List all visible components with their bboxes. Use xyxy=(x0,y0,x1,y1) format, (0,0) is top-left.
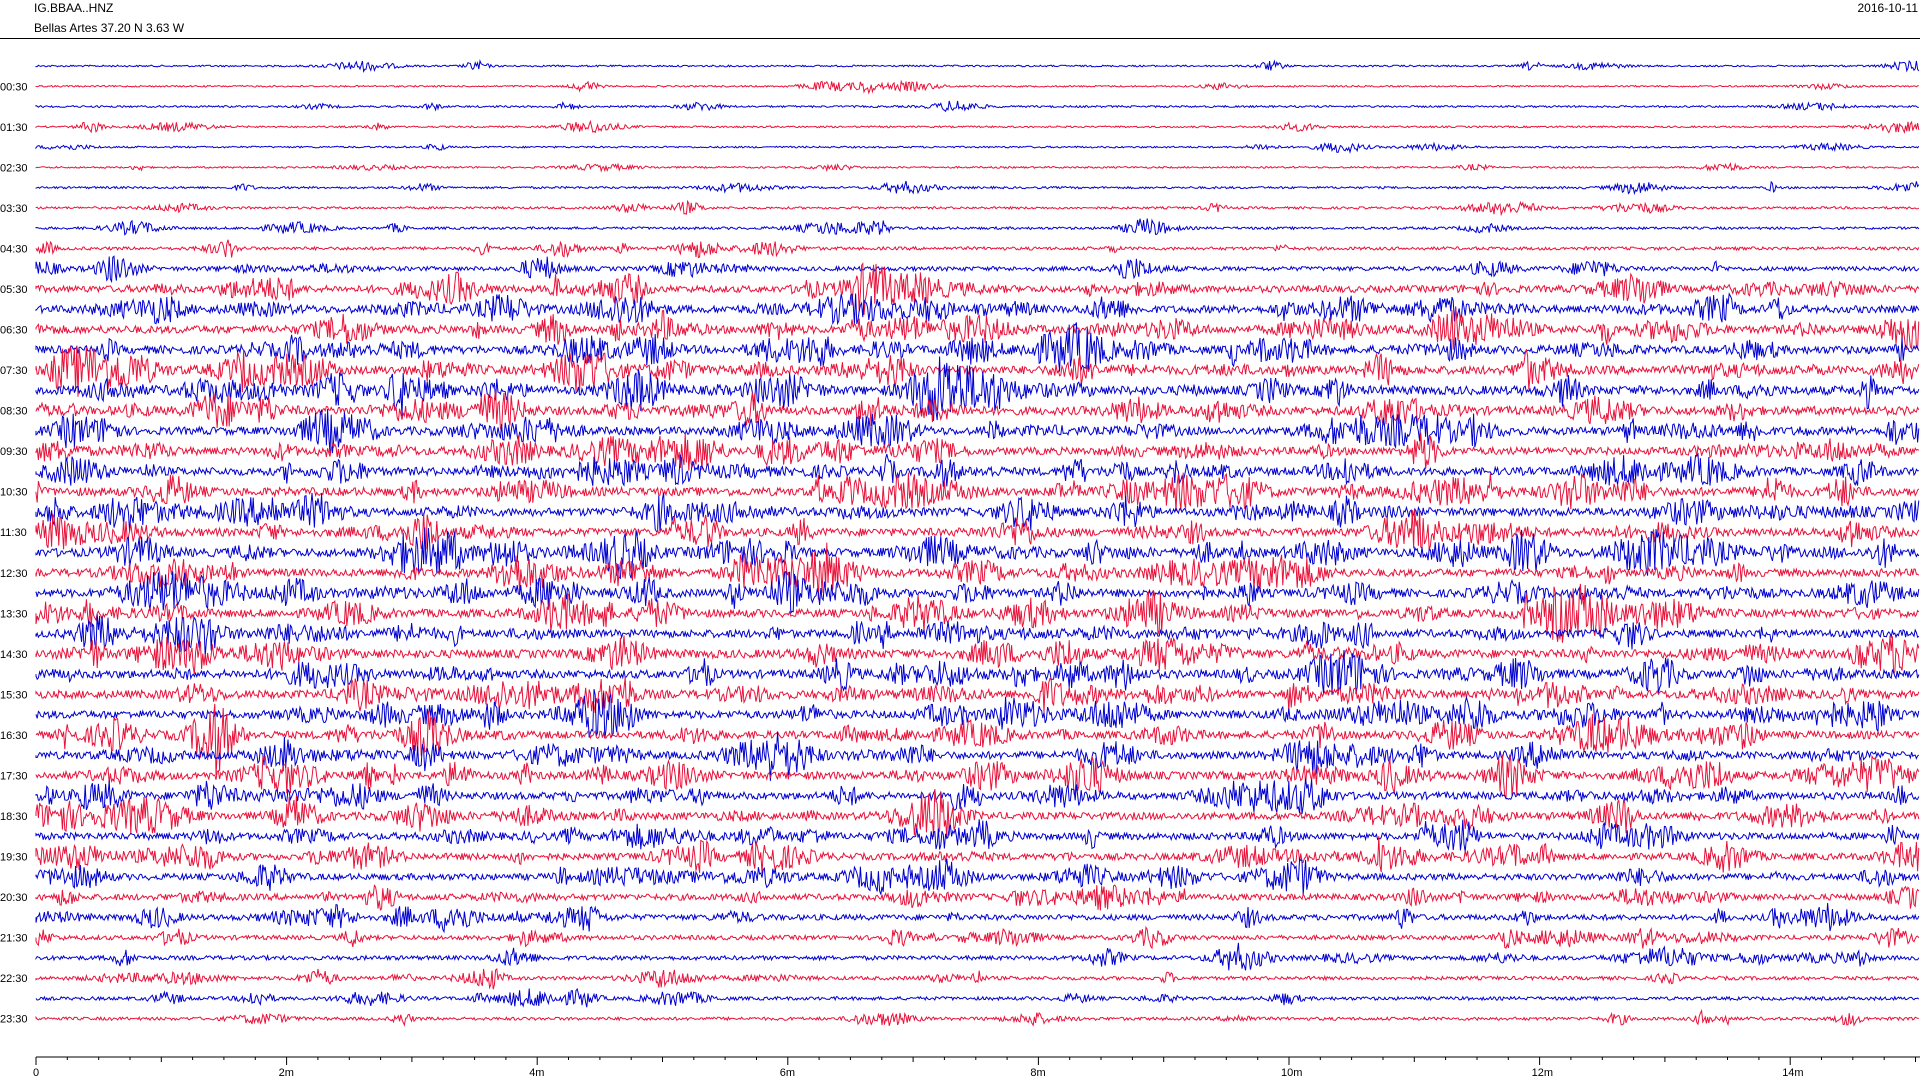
row-label: 13:30 xyxy=(0,608,28,620)
x-tick-label: 10m xyxy=(1281,1067,1302,1079)
trace-5 xyxy=(35,162,1920,173)
trace-12 xyxy=(35,292,1920,326)
trace-0 xyxy=(35,59,1920,74)
row-label: 14:30 xyxy=(0,649,28,661)
trace-16 xyxy=(35,356,1920,421)
trace-35 xyxy=(35,754,1920,801)
row-label: 05:30 xyxy=(0,284,28,296)
x-tick-label: 8m xyxy=(1030,1067,1045,1079)
trace-21 xyxy=(35,472,1920,512)
row-label-layer: 00:30 01:30 02:30 03:30 04:30 05:30 06:30 07:30… xyxy=(0,81,28,1025)
row-label: 00:30 xyxy=(0,81,28,93)
trace-1 xyxy=(35,79,1919,95)
trace-18 xyxy=(35,408,1920,454)
trace-43 xyxy=(35,925,1920,950)
trace-45 xyxy=(35,968,1920,990)
row-label: 15:30 xyxy=(0,689,28,701)
trace-3 xyxy=(35,119,1920,135)
row-label: 11:30 xyxy=(0,527,27,539)
row-label: 08:30 xyxy=(0,406,28,418)
trace-14 xyxy=(35,322,1920,372)
trace-42 xyxy=(35,902,1920,934)
trace-47 xyxy=(35,1008,1919,1027)
record-date: 2016-10-11 xyxy=(1857,1,1919,15)
trace-41 xyxy=(35,884,1920,911)
trace-38 xyxy=(35,819,1920,852)
x-tick-label: 2m xyxy=(279,1067,294,1079)
row-label: 12:30 xyxy=(0,568,28,580)
row-label: 04:30 xyxy=(0,243,28,255)
x-tick-label: 4m xyxy=(529,1067,544,1079)
trace-37 xyxy=(35,789,1920,839)
x-tick-label: 0 xyxy=(33,1067,39,1079)
trace-6 xyxy=(35,180,1920,196)
trace-20 xyxy=(35,452,1919,487)
row-label: 09:30 xyxy=(0,446,28,458)
row-label: 07:30 xyxy=(0,365,28,377)
trace-7 xyxy=(35,199,1920,217)
row-label: 18:30 xyxy=(0,811,28,823)
trace-4 xyxy=(35,141,1920,155)
trace-8 xyxy=(35,218,1920,236)
trace-9 xyxy=(35,239,1920,259)
trace-30 xyxy=(35,649,1920,695)
header-rule xyxy=(0,38,1920,39)
x-tick-label: 6m xyxy=(780,1067,795,1079)
trace-33 xyxy=(35,703,1920,775)
trace-19 xyxy=(35,432,1920,471)
trace-36 xyxy=(35,778,1920,814)
row-label: 03:30 xyxy=(0,203,28,215)
trace-2 xyxy=(35,100,1919,113)
x-tick-label: 14m xyxy=(1782,1067,1803,1079)
row-label: 16:30 xyxy=(0,730,28,742)
trace-11 xyxy=(35,262,1920,316)
trace-25 xyxy=(35,542,1920,600)
trace-40 xyxy=(35,857,1920,896)
row-label: 06:30 xyxy=(0,325,28,337)
row-label: 19:30 xyxy=(0,852,28,864)
row-label: 01:30 xyxy=(0,122,28,134)
x-axis: 02m4m6m8m10m12m14m16m18m20m22m24m26m28m xyxy=(33,1056,1920,1079)
trace-22 xyxy=(35,492,1920,533)
trace-13 xyxy=(35,306,1920,351)
row-label: 20:30 xyxy=(0,892,28,904)
trace-layer xyxy=(35,59,1920,1027)
row-label: 22:30 xyxy=(0,973,28,985)
trace-29 xyxy=(35,635,1920,675)
station-location: Bellas Artes 37.20 N 3.63 W xyxy=(34,21,185,35)
trace-23 xyxy=(35,509,1920,551)
row-label: 23:30 xyxy=(0,1014,28,1026)
trace-32 xyxy=(35,689,1920,739)
station-code: IG.BBAA..HNZ xyxy=(34,1,114,15)
trace-24 xyxy=(35,527,1920,580)
row-label: 10:30 xyxy=(0,487,28,499)
trace-10 xyxy=(35,255,1920,284)
trace-26 xyxy=(35,570,1920,615)
row-label: 17:30 xyxy=(0,770,28,782)
trace-31 xyxy=(35,676,1920,713)
trace-44 xyxy=(35,942,1920,971)
trace-39 xyxy=(35,836,1920,874)
trace-28 xyxy=(35,614,1920,657)
trace-15 xyxy=(35,346,1920,397)
row-label: 02:30 xyxy=(0,162,28,174)
trace-34 xyxy=(35,732,1920,781)
trace-27 xyxy=(35,583,1920,643)
trace-46 xyxy=(35,987,1920,1008)
trace-17 xyxy=(35,389,1920,432)
x-tick-label: 12m xyxy=(1532,1067,1553,1079)
row-label: 21:30 xyxy=(0,933,28,945)
